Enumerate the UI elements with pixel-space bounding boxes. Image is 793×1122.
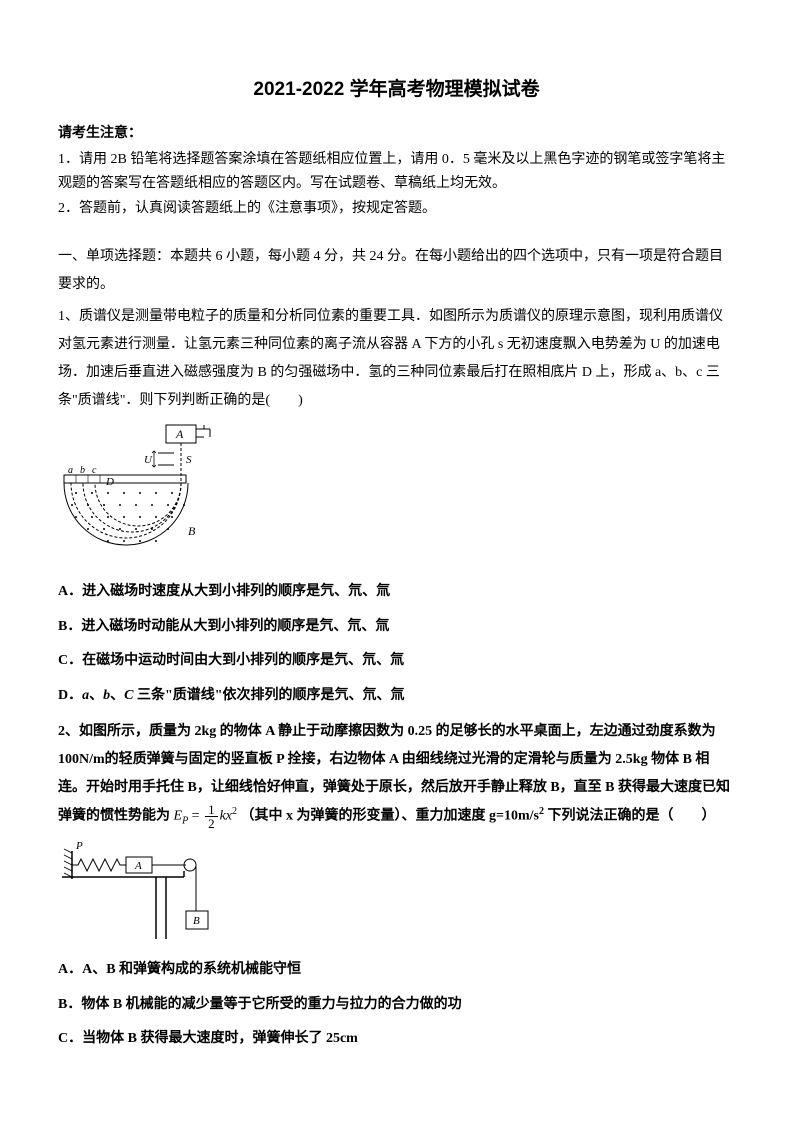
svg-text:D: D [105, 476, 114, 488]
svg-text:b: b [80, 465, 85, 476]
notice-line-1: 1．请用 2B 铅笔将选择题答案涂填在答题纸相应位置上，请用 0．5 毫米及以上… [58, 148, 735, 196]
q2-option-b: B．物体 B 机械能的减少量等于它所受的重力与拉力的合力做的功 [58, 992, 735, 1019]
frac-num: 1 [205, 803, 218, 817]
section-1-heading: 一、单项选择题：本题共 6 小题，每小题 4 分，共 24 分。在每小题给出的四… [58, 243, 735, 299]
question-2-text: 2、如图所示，质量为 2kg 的物体 A 静止于动摩擦因数为 0.25 的足够长… [58, 718, 735, 831]
q2-text-tail: 下列说法正确的是（ ） [544, 808, 716, 823]
svg-text:a: a [68, 465, 73, 476]
question-1-text: 1、质谱仪是测量带电粒子的质量和分析同位素的重要工具．如图所示为质谱仪的原理示意… [58, 303, 735, 415]
notice-heading: 请考生注意： [58, 122, 735, 146]
notice-line-2: 2．答题前，认真阅读答题纸上的《注意事项》，按规定答题。 [58, 197, 735, 221]
svg-text:B: B [193, 915, 200, 927]
svg-text:U: U [144, 454, 153, 466]
page-title: 2021-2022 学年高考物理模拟试卷 [58, 72, 735, 108]
q1-option-d-rest: 三条"质谱线"依次排列的顺序是氕、氘、氚 [133, 688, 404, 703]
svg-text:A: A [175, 427, 184, 441]
q1-option-c: C．在磁场中运动时间由大到小排列的顺序是氕、氘、氚 [58, 648, 735, 675]
formula-fraction: 12 [205, 803, 218, 830]
question-1-figure: A U S a b c D B [58, 423, 735, 571]
svg-text:B: B [188, 524, 196, 538]
q1-option-b: B．进入磁场时动能从大到小排列的顺序是氕、氘、氚 [58, 614, 735, 641]
svg-text:P: P [75, 840, 83, 852]
formula-eq: = [188, 808, 203, 823]
q1-option-d: D．a、b、C 三条"质谱线"依次排列的顺序是氕、氘、氚 [58, 683, 735, 710]
formula-kx: kx [220, 808, 232, 823]
q2-option-c: C．当物体 B 获得最大速度时，弹簧伸长了 25cm [58, 1026, 735, 1053]
q1-option-d-prefix: D． [58, 688, 82, 703]
question-2-figure: P A B [58, 839, 735, 949]
svg-text:c: c [92, 465, 97, 476]
frac-den: 2 [205, 817, 218, 830]
formula-sup: 2 [232, 806, 237, 817]
q1-option-a: A．进入磁场时速度从大到小排列的顺序是氕、氘、氚 [58, 579, 735, 606]
formula-ep: E [174, 808, 183, 823]
svg-text:A: A [134, 860, 142, 872]
svg-text:S: S [186, 454, 192, 466]
q2-text-post: （其中 x 为弹簧的形变量）、重力加速度 g=10m/s [241, 808, 539, 823]
q2-option-a: A．A、B 和弹簧构成的系统机械能守恒 [58, 957, 735, 984]
